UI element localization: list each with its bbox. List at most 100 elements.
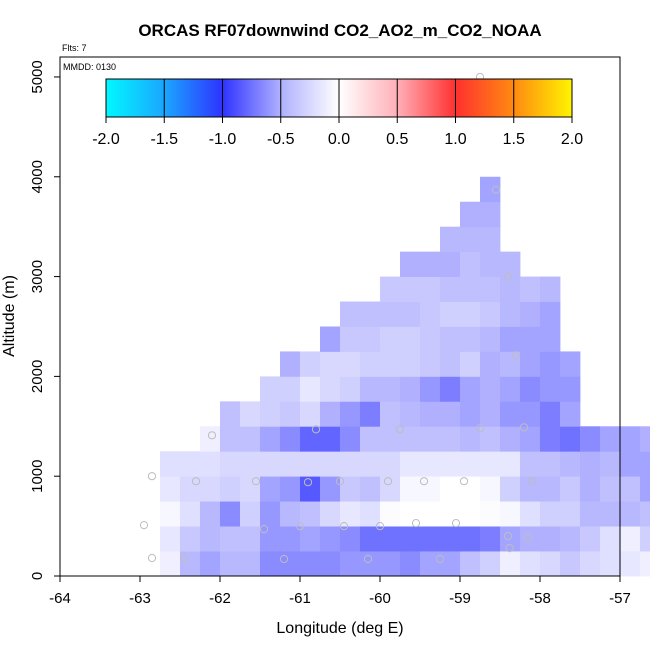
sample-marker bbox=[363, 554, 373, 564]
heatmap-cell bbox=[540, 351, 561, 377]
colorbar-tick-label: 1.0 bbox=[444, 131, 466, 148]
colorbar-tick-label: 2.0 bbox=[561, 131, 583, 148]
heatmap-cell bbox=[460, 376, 481, 402]
heatmap-cell bbox=[340, 301, 361, 327]
heatmap-cell bbox=[160, 476, 181, 502]
heatmap-cell bbox=[340, 426, 361, 452]
heatmap-cell bbox=[320, 551, 341, 577]
heatmap-cell bbox=[520, 426, 541, 452]
heatmap-cell bbox=[540, 301, 561, 327]
heatmap-cell bbox=[420, 376, 441, 402]
x-tick-label: -60 bbox=[369, 590, 391, 607]
heatmap-cell bbox=[480, 251, 501, 277]
heatmap-cell bbox=[600, 501, 621, 527]
heatmap-cell bbox=[360, 301, 381, 327]
sample-marker bbox=[503, 532, 513, 541]
heatmap-cell bbox=[460, 451, 481, 477]
heatmap-cell bbox=[300, 476, 321, 502]
sample-marker bbox=[411, 519, 421, 528]
heatmap-cell bbox=[500, 301, 521, 327]
heatmap-cell bbox=[500, 376, 521, 402]
heatmap-cell bbox=[420, 276, 441, 302]
heatmap-cell bbox=[540, 451, 561, 477]
sample-marker bbox=[191, 477, 201, 486]
heatmap-cell bbox=[520, 551, 541, 577]
heatmap-cell bbox=[600, 526, 621, 552]
heatmap-cell bbox=[560, 376, 581, 402]
heatmap-cell bbox=[540, 551, 561, 577]
y-tick-label: 5000 bbox=[29, 60, 46, 93]
colorbar-tick-label: -1.0 bbox=[209, 131, 237, 148]
heatmap-cell bbox=[420, 326, 441, 352]
heatmap-cells bbox=[160, 176, 650, 577]
heatmap-cell bbox=[380, 426, 401, 452]
heatmap-cell bbox=[440, 376, 461, 402]
heatmap-cell bbox=[480, 301, 501, 327]
heatmap-cell bbox=[360, 501, 381, 527]
sample-marker bbox=[279, 554, 289, 564]
heatmap-cell bbox=[440, 301, 461, 327]
heatmap-cell bbox=[240, 451, 261, 477]
heatmap-cell bbox=[620, 451, 641, 477]
sample-marker bbox=[435, 554, 445, 564]
heatmap-cell bbox=[420, 401, 441, 427]
heatmap-cell bbox=[340, 351, 361, 377]
heatmap-cell bbox=[300, 376, 321, 402]
heatmap-cell bbox=[380, 501, 401, 527]
heatmap-cell bbox=[600, 551, 621, 577]
heatmap-cell bbox=[360, 351, 381, 377]
heatmap-cell bbox=[580, 476, 601, 502]
heatmap-cell bbox=[280, 401, 301, 427]
heatmap-cell bbox=[480, 176, 501, 203]
sample-marker bbox=[505, 544, 514, 553]
heatmap-cell bbox=[280, 376, 301, 402]
heatmap-cell bbox=[500, 476, 521, 502]
heatmap-cell bbox=[400, 376, 421, 402]
heatmap-cell bbox=[340, 451, 361, 477]
plot-frame bbox=[59, 56, 621, 577]
heatmap-cell bbox=[280, 551, 301, 577]
heatmap-cell bbox=[320, 351, 341, 377]
heatmap-cell bbox=[240, 551, 261, 577]
flights-label: Flts: 7 bbox=[62, 43, 87, 53]
heatmap-cell bbox=[460, 251, 481, 277]
heatmap-cell bbox=[300, 401, 321, 427]
heatmap-cell bbox=[240, 526, 261, 552]
heatmap-cell bbox=[220, 501, 241, 527]
colorbar: -2.0 -1.5 -1.0 -0.5 0.0 0.5 1.0 1.5 2.0 bbox=[92, 78, 583, 148]
heatmap-cell bbox=[440, 426, 461, 452]
heatmap-cell bbox=[180, 501, 201, 527]
y-tick-label: 4000 bbox=[29, 160, 46, 193]
heatmap-cell bbox=[320, 326, 341, 352]
heatmap-cell bbox=[520, 301, 541, 327]
heatmap-cell bbox=[560, 426, 581, 452]
heatmap-cell bbox=[360, 526, 381, 552]
heatmap-cell bbox=[220, 426, 241, 452]
heatmap-cell bbox=[380, 351, 401, 377]
heatmap-cell bbox=[200, 551, 221, 577]
heatmap-cell bbox=[220, 526, 241, 552]
heatmap-cell bbox=[500, 551, 521, 577]
heatmap-cell bbox=[300, 551, 321, 577]
heatmap-cell bbox=[460, 326, 481, 352]
heatmap-cell bbox=[320, 376, 341, 402]
heatmap-cell bbox=[420, 551, 441, 577]
date-label: MMDD: 0130 bbox=[63, 62, 116, 72]
heatmap-cell bbox=[240, 501, 261, 527]
sample-marker bbox=[519, 423, 529, 432]
heatmap-cell bbox=[320, 476, 341, 502]
heatmap-cell bbox=[580, 426, 601, 452]
heatmap-cell bbox=[440, 476, 461, 502]
heatmap-cell bbox=[160, 551, 181, 577]
sample-marker bbox=[311, 425, 321, 434]
heatmap-cell bbox=[540, 501, 561, 527]
sample-marker bbox=[295, 522, 305, 531]
heatmap-cell bbox=[320, 426, 341, 452]
heatmap-cell bbox=[480, 501, 501, 527]
sample-marker bbox=[419, 477, 429, 486]
heatmap-cell bbox=[460, 201, 481, 228]
heatmap-cell bbox=[640, 501, 650, 527]
heatmap-cell bbox=[460, 301, 481, 327]
heatmap-cell bbox=[500, 451, 521, 477]
